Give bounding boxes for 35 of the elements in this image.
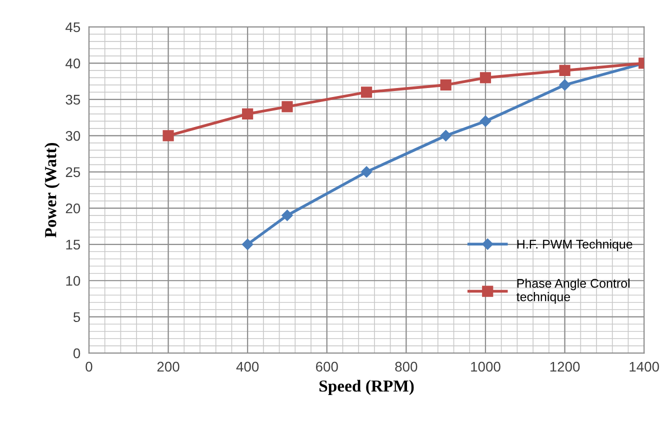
x-tick-label: 800 [395,362,418,372]
y-tick-label: 35 [66,94,80,105]
x-tick-label: 400 [236,362,259,372]
x-tick-label: 1000 [471,362,500,372]
point [440,130,452,142]
x-tick-label: 1400 [630,362,659,372]
x-tick-label: 0 [86,362,92,372]
x-tick-label: 200 [157,362,180,372]
y-tick-label: 10 [66,276,80,286]
point [360,166,372,178]
y-tick-label: 5 [73,312,80,322]
point [162,130,174,142]
x-tick-label: 1200 [550,362,580,372]
y-tick-label: 0 [73,348,80,358]
y-tick-label: 30 [66,131,80,141]
point [242,108,254,120]
point [282,210,293,222]
y-tick-label: 25 [66,167,80,178]
x-axis-title: Speed (RPM) [320,380,414,396]
y-tick-label: 20 [66,203,80,214]
point [440,79,452,90]
legend-label: Phase Angle Control technique [516,278,630,304]
point [559,64,570,76]
x-tick-label: 600 [316,362,338,372]
point [360,86,372,98]
legend-label: H.F. PWM Technique [517,239,632,252]
y-tick-label: 15 [66,240,80,250]
point [480,72,492,84]
y-tick-label: 45 [66,22,80,32]
point [282,101,293,112]
point [559,79,570,91]
point [242,238,254,250]
point [480,116,492,127]
y-axis-title: Power (Watt) [44,143,60,238]
y-tick-label: 40 [66,58,80,68]
